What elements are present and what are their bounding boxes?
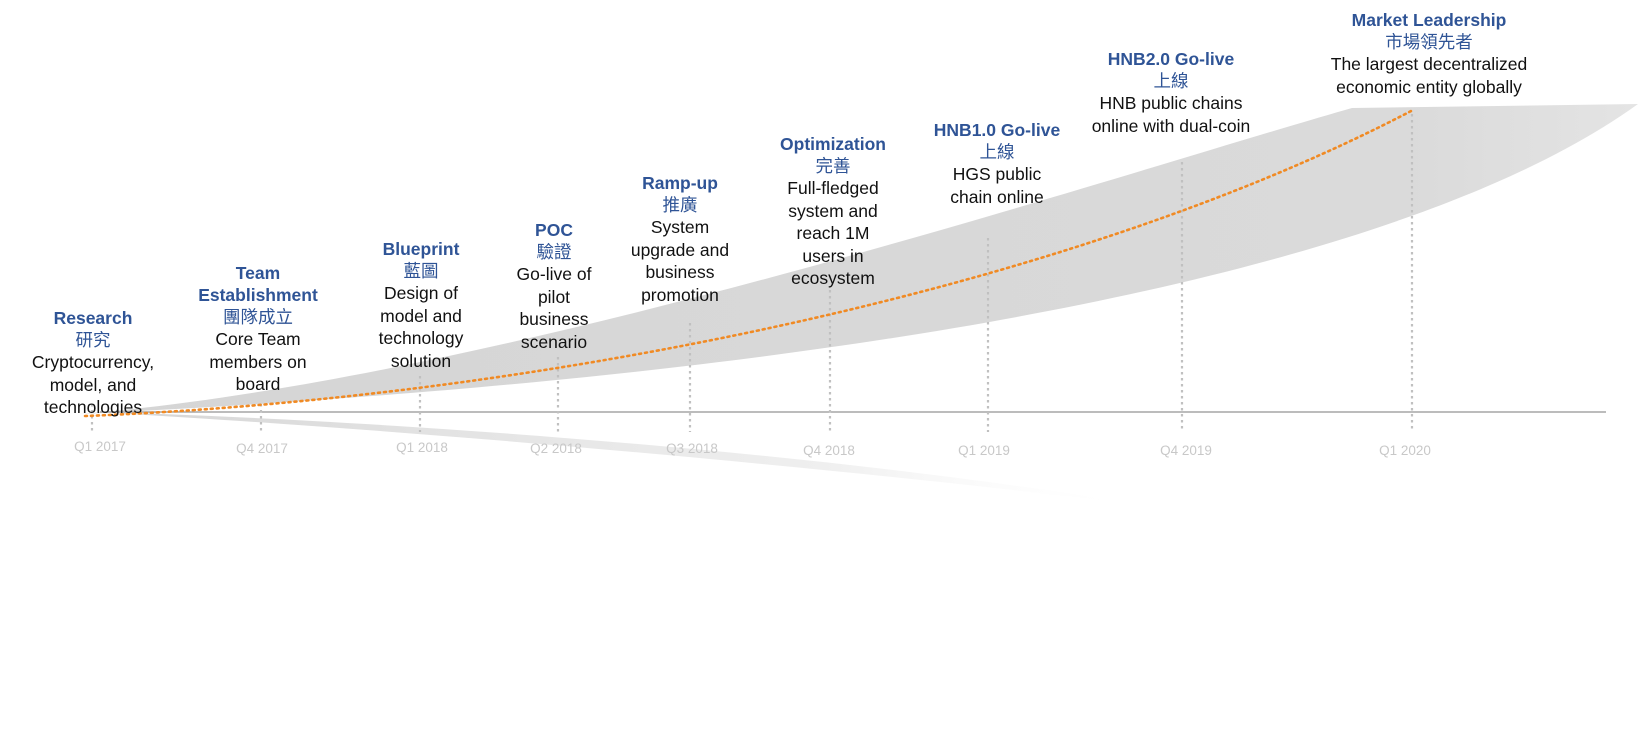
milestone-description: HNB public chains online with dual-coin xyxy=(1091,93,1251,136)
milestone-chinese-label: 市場領先者 xyxy=(1385,32,1473,52)
quarter-label: Q4 2019 xyxy=(1160,443,1212,458)
quarter-label: Q1 2019 xyxy=(958,443,1010,458)
growth-curve xyxy=(83,108,1415,418)
quarter-label: Q1 2018 xyxy=(396,440,448,455)
reflection-shadow-soft xyxy=(95,412,1120,510)
milestone-title: Blueprint xyxy=(382,239,460,259)
growth-band xyxy=(80,104,1638,414)
milestone-description: System upgrade and business promotion xyxy=(630,217,730,305)
milestone-title: Research xyxy=(53,308,133,328)
milestone-description: Cryptocurrency, model, and technologies xyxy=(31,352,155,417)
milestone-chinese-label: 研究 xyxy=(75,330,111,350)
milestone-block: Research 研究 Cryptocurrency, model, and tec… xyxy=(0,307,203,419)
milestone-block: Blueprint 藍圖 Design of model and technolog… xyxy=(311,238,531,372)
quarter-label: Q4 2017 xyxy=(236,441,288,456)
quarter-label: Q3 2018 xyxy=(666,441,718,456)
milestone-block: HNB1.0 Go-live 上線 HGS public chain online xyxy=(887,119,1107,208)
milestone-description: Go-live of pilot business scenario xyxy=(516,264,592,352)
quarter-label: Q2 2018 xyxy=(530,441,582,456)
milestone-description: HGS public chain online xyxy=(950,164,1044,207)
milestone-block: POC 驗證 Go-live of pilot business scenario xyxy=(444,219,664,353)
milestone-block: Market Leadership 市場領先者 The largest decent… xyxy=(1314,9,1544,98)
milestone-title: Market Leadership xyxy=(1351,10,1507,30)
milestone-title: HNB1.0 Go-live xyxy=(933,120,1061,140)
milestone-chinese-label: 上線 xyxy=(1153,71,1189,91)
milestone-block: Ramp-up 推廣 System upgrade and business pro… xyxy=(570,172,790,306)
milestone-description: Core Team members on board xyxy=(209,329,307,394)
milestone-chinese-label: 上線 xyxy=(979,142,1015,162)
milestone-block: Optimization 完善 Full-fledged system and re… xyxy=(723,133,943,290)
quarter-label: Q1 2017 xyxy=(74,439,126,454)
milestone-title: POC xyxy=(535,220,573,240)
milestone-chinese-label: 推廣 xyxy=(662,195,698,215)
quarter-label: Q1 2020 xyxy=(1379,443,1431,458)
milestone-chinese-label: 藍圖 xyxy=(403,261,439,281)
quarter-label: Q4 2018 xyxy=(803,443,855,458)
milestone-block: Team Establishment 團隊成立 Core Team members … xyxy=(188,262,328,396)
milestone-title: Ramp-up xyxy=(642,173,718,193)
milestone-title: Team Establishment xyxy=(198,263,318,305)
milestone-block: HNB2.0 Go-live 上線 HNB public chains online… xyxy=(1061,48,1281,137)
milestone-chinese-label: 驗證 xyxy=(536,242,572,262)
milestone-chinese-label: 完善 xyxy=(815,156,851,176)
milestone-chinese-label: 團隊成立 xyxy=(223,307,293,327)
milestone-description: Full-fledged system and reach 1M users i… xyxy=(787,178,879,288)
milestone-description: Design of model and technology solution xyxy=(378,283,464,371)
milestone-title: Optimization xyxy=(780,134,886,154)
milestone-description: The largest decentralized economic entit… xyxy=(1330,54,1528,97)
milestone-title: HNB2.0 Go-live xyxy=(1107,49,1235,69)
